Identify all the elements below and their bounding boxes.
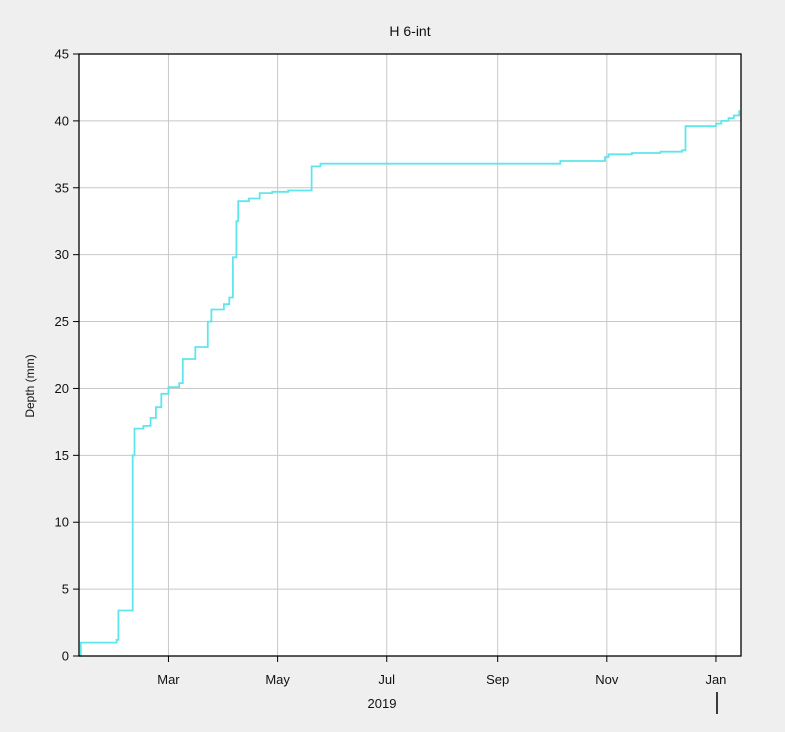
chart-title: H 6-int [389,23,430,39]
y-axis: 0 5 10 15 20 25 30 35 40 45 [55,47,79,664]
y-tick-label: 20 [55,381,69,396]
y-axis-label: Depth (mm) [23,354,37,417]
plot-area [79,54,741,656]
x-tick-label: May [265,672,290,687]
x-axis-year-label: 2019 [368,696,397,711]
y-tick-label: 5 [62,582,69,597]
y-tick-label: 45 [55,47,69,62]
y-tick-label: 0 [62,649,69,664]
y-tick-label: 40 [55,113,69,128]
grid-lines [79,54,741,656]
series-line-0 [79,110,741,657]
x-tick-label: Jul [378,672,395,687]
x-tick-label: Sep [486,672,509,687]
y-tick-label: 35 [55,180,69,195]
y-tick-label: 25 [55,314,69,329]
x-tick-label: Mar [157,672,180,687]
y-tick-label: 15 [55,448,69,463]
x-tick-label: Jan [705,672,726,687]
x-tick-label: Nov [595,672,619,687]
series-layer [79,110,741,657]
plot-frame [78,53,742,657]
x-axis: Mar May Jul Sep Nov Jan [157,656,726,687]
y-tick-label: 10 [55,515,69,530]
y-tick-label: 30 [55,247,69,262]
